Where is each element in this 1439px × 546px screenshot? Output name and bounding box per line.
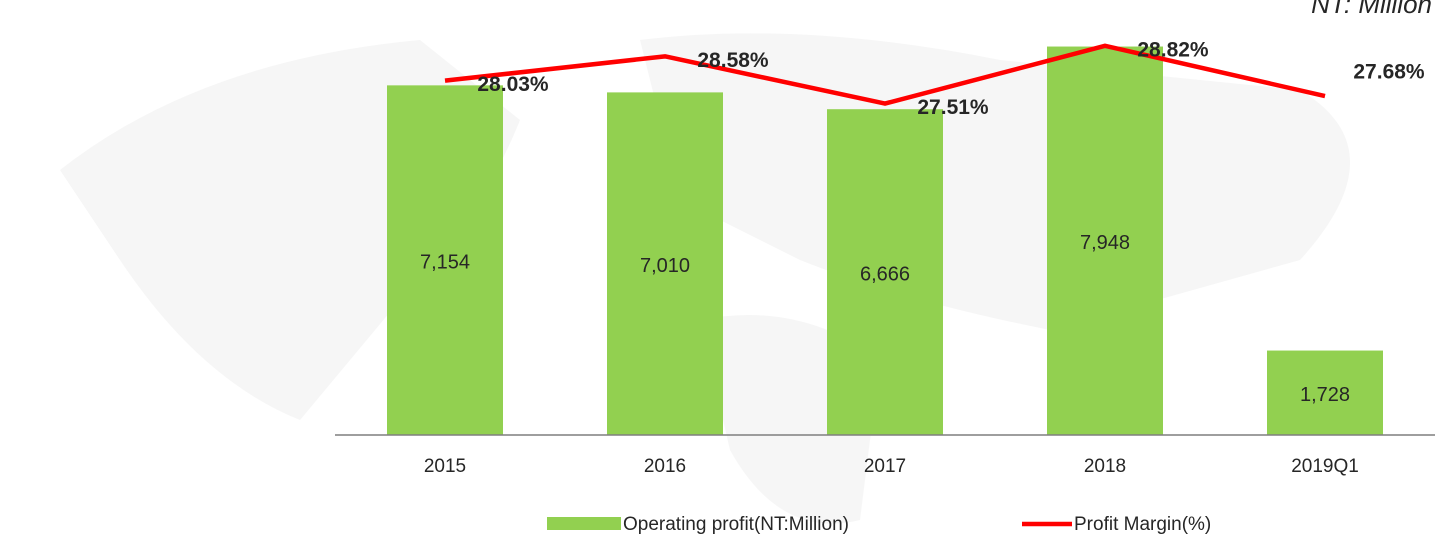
bar-value-label: 1,728 <box>1300 384 1350 406</box>
legend-label: Operating profit(NT:Million) <box>623 514 849 535</box>
bar <box>1267 350 1383 435</box>
legend-swatch <box>547 517 621 530</box>
x-tick-label: 2019Q1 <box>1291 456 1359 477</box>
bar-value-label: 7,948 <box>1080 232 1130 254</box>
bar <box>1047 46 1163 435</box>
bar <box>387 85 503 435</box>
bar <box>607 92 723 435</box>
line-value-label: 28.82% <box>1137 38 1209 61</box>
line-value-label: 28.58% <box>697 49 769 72</box>
line-value-label: 27.51% <box>917 96 989 119</box>
legend-label: Profit Margin(%) <box>1074 514 1211 535</box>
bar-value-label: 6,666 <box>860 263 910 285</box>
bar <box>827 109 943 435</box>
x-tick-label: 2015 <box>424 456 466 477</box>
x-tick-label: 2018 <box>1084 456 1126 477</box>
unit-subtitle: NT: Million <box>1311 0 1432 19</box>
x-tick-label: 2016 <box>644 456 686 477</box>
x-tick-label: 2017 <box>864 456 906 477</box>
margin-line <box>444 43 1326 106</box>
bar-value-label: 7,154 <box>420 251 470 273</box>
line-value-label: 27.68% <box>1353 61 1425 84</box>
bar-value-label: 7,010 <box>640 255 690 277</box>
line-value-label: 28.03% <box>477 73 549 96</box>
